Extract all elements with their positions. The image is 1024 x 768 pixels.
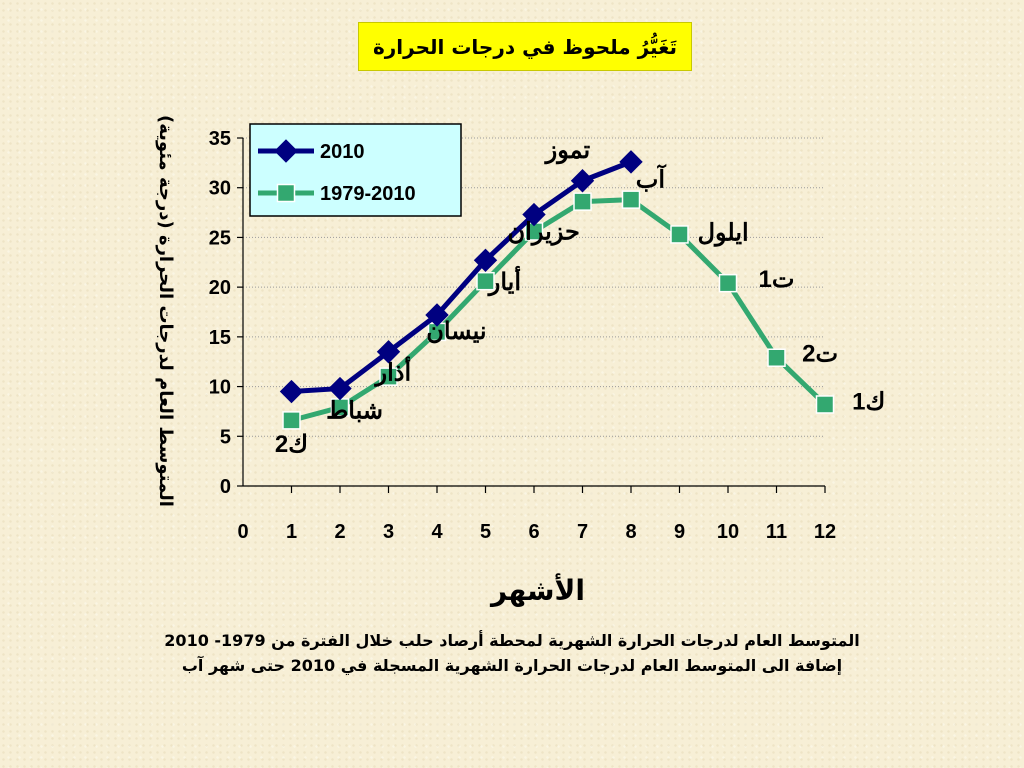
data-point (573, 192, 592, 211)
y-tick-label: 35 (209, 128, 231, 150)
chart-title: تَغَيُّرُ ملحوظ في درجات الحرارة (358, 22, 692, 71)
x-tick-label: 7 (577, 521, 588, 543)
x-tick-label: 9 (674, 521, 685, 543)
x-tick-label: 1 (286, 521, 297, 543)
month-label: حزيران (508, 218, 580, 246)
x-tick-label: 11 (766, 521, 787, 543)
data-point (328, 376, 352, 401)
data-point (619, 150, 643, 174)
data-point (767, 348, 786, 367)
series-line (291, 159, 632, 395)
x-tick-label: 3 (383, 521, 394, 543)
month-label: نيسان (426, 318, 486, 345)
y-tick-label: 15 (209, 327, 231, 349)
legend-swatch-marker (276, 183, 296, 203)
data-point (425, 303, 449, 327)
data-point (718, 273, 738, 293)
data-point (379, 367, 398, 386)
y-tick-label: 30 (209, 178, 231, 200)
caption-line-2: إضافة الى المتوسط العام لدرجات الحرارة ا… (181, 656, 843, 675)
x-tick-label: 8 (625, 521, 636, 543)
data-point (476, 271, 495, 291)
data-point (670, 225, 689, 244)
data-point (570, 169, 595, 193)
data-point (522, 202, 546, 227)
x-axis-label: الأشهر (489, 573, 585, 607)
month-label: ت1 (759, 266, 795, 293)
legend-label: 2010 (320, 141, 365, 163)
y-tick-label: 10 (209, 377, 231, 399)
legend-label: 1979-2010 (320, 183, 416, 205)
x-tick-label: 4 (431, 521, 443, 543)
month-label: أيار (487, 264, 521, 297)
y-tick-label: 20 (209, 277, 231, 299)
month-label: ك1 (852, 388, 885, 415)
series-lines (279, 150, 835, 430)
month-label: ك2 (275, 431, 308, 458)
month-label: تموز (544, 137, 591, 165)
caption-line-1: المتوسط العام لدرجات الحرارة الشهرية لمح… (164, 631, 860, 650)
chart-caption: المتوسط العام لدرجات الحرارة الشهرية لمح… (60, 628, 964, 678)
x-tick-label: 10 (717, 521, 739, 543)
y-tick-label: 5 (220, 426, 231, 448)
y-tick-label: 0 (220, 476, 231, 498)
data-point (279, 379, 304, 404)
x-tick-label: 12 (814, 521, 836, 543)
month-label: آب (636, 164, 667, 194)
month-label: ايلول (698, 219, 749, 247)
x-tick-label: 6 (528, 521, 539, 543)
legend: 2010 1979-2010 (249, 123, 462, 217)
data-point (621, 190, 641, 209)
month-label: أذار (374, 355, 412, 388)
data-point (376, 340, 401, 364)
legend-swatch-marker (274, 139, 298, 163)
x-tick-label: 0 (237, 521, 248, 543)
data-point (815, 395, 835, 414)
data-point (473, 248, 498, 273)
x-tick-label: 5 (480, 521, 491, 543)
y-tick-label: 25 (209, 227, 231, 249)
data-point (282, 411, 301, 430)
x-tick-label: 2 (334, 521, 345, 543)
month-label: شباط (326, 397, 383, 424)
month-label: ت2 (802, 341, 838, 368)
y-axis-label: المتوسط العام لدرجات الحرارة (درجة مئوية… (155, 115, 176, 507)
